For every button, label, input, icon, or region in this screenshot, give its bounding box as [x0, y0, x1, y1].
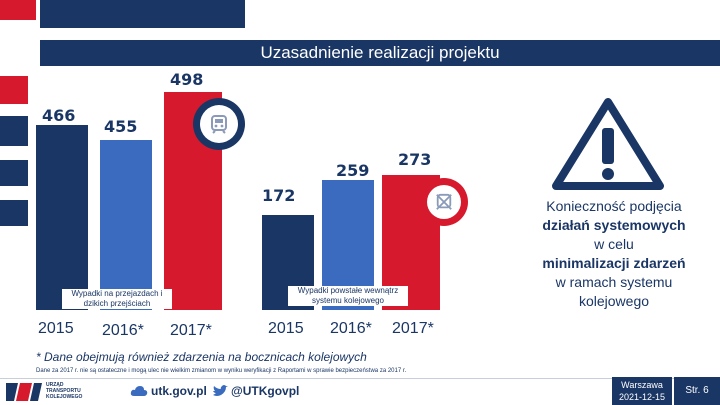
value-2016-group2: 259 — [336, 161, 370, 180]
twitter-link[interactable]: @UTKgovpl — [212, 384, 299, 398]
twitter-handle: @UTKgovpl — [231, 384, 300, 398]
warning-icon — [552, 98, 664, 190]
page-number: Str. 6 — [674, 377, 720, 405]
utk-logo-icon — [6, 383, 42, 401]
train-crossed-circle-icon — [420, 178, 468, 226]
value-2015-group1: 466 — [42, 106, 76, 125]
left-navy-block-3 — [0, 200, 28, 226]
group1-label: Wypadki na przejazdach i dzikich przejśc… — [62, 289, 172, 309]
website-link[interactable]: utk.gov.pl — [130, 384, 207, 398]
conclusion-line-5: w ramach systemu — [555, 274, 673, 290]
left-navy-block-2 — [0, 160, 28, 186]
value-2017-group2: 273 — [398, 150, 432, 169]
year-2015-group2: 2015 — [268, 320, 304, 337]
date-box: Warszawa 2021-12-15 — [612, 377, 672, 405]
title-bar: Uzasadnienie realizacji projektu — [40, 40, 720, 66]
train-icon — [211, 115, 227, 134]
date-value: 2021-12-15 — [618, 392, 666, 402]
year-2016-group1: 2016* — [102, 322, 144, 339]
left-navy-block-1 — [0, 116, 28, 146]
bar-2016-group1 — [100, 140, 152, 310]
year-2016-group2: 2016* — [330, 320, 372, 337]
year-2015-group1: 2015 — [38, 320, 74, 337]
train-crash-icon — [436, 193, 452, 210]
year-2017-group1: 2017* — [170, 322, 212, 339]
left-red-block — [0, 76, 28, 104]
group2-label: Wypadki powstałe wewnątrz systemu kolejo… — [288, 286, 408, 306]
cloud-icon — [130, 386, 148, 396]
page-title: Uzasadnienie realizacji projektu — [260, 43, 500, 62]
year-2017-group2: 2017* — [392, 320, 434, 337]
conclusion-line-1: Konieczność podjęcia — [546, 198, 682, 214]
value-2017-group1: 498 — [170, 70, 204, 89]
footer-divider — [0, 378, 720, 379]
conclusion-text: Konieczność podjęcia działań systemowych… — [524, 197, 704, 311]
data-disclaimer: Dane za 2017 r. nie są ostateczne i mogą… — [36, 368, 407, 374]
website-text: utk.gov.pl — [151, 384, 207, 398]
bar-2015-group1 — [36, 125, 88, 310]
conclusion-line-2: działań systemowych — [542, 217, 686, 233]
conclusion-line-4: minimalizacji zdarzeń — [542, 255, 686, 271]
value-2015-group2: 172 — [262, 186, 296, 205]
utk-logo: URZĄD TRANSPORTU KOLEJOWEGO — [4, 380, 100, 404]
value-2016-group1: 455 — [104, 117, 138, 136]
conclusion-line-3: w celu — [594, 236, 634, 252]
date-city: Warszawa — [621, 380, 663, 390]
header-navy-block — [40, 0, 245, 28]
train-circle-icon — [193, 98, 245, 150]
footnote: * Dane obejmują również zdarzenia na boc… — [36, 350, 367, 364]
header-red-block — [0, 0, 36, 20]
conclusion-line-6: kolejowego — [578, 293, 650, 309]
utk-logo-text: URZĄD TRANSPORTU KOLEJOWEGO — [46, 382, 83, 400]
twitter-icon — [213, 384, 228, 396]
